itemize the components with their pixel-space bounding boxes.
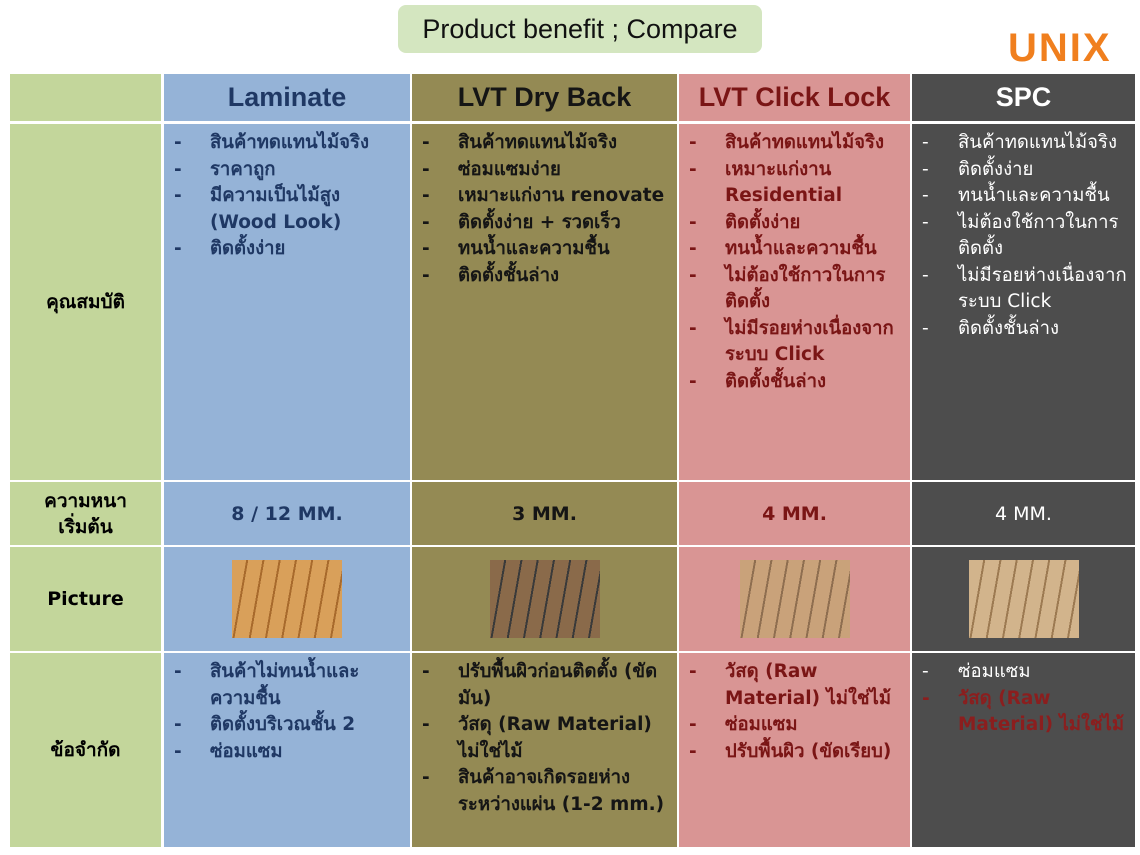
product-picture [489, 560, 600, 638]
bullet-item: ติดตั้งบริเวณชั้น 2 [174, 712, 402, 739]
picture-cell [412, 547, 677, 651]
bullet-list: สินค้าทดแทนไม้จริงเหมาะแก่งาน Residentia… [679, 124, 910, 395]
bullet-item: ทนน้ำและความชื้น [922, 183, 1127, 210]
bullet-item: วัสดุ (Raw Material) ไม่ใช่ไม้ [922, 686, 1127, 739]
thickness-cell: 8 / 12 MM. [164, 482, 410, 545]
row-label: คุณสมบัติ [10, 124, 161, 480]
thickness-cell: 4 MM. [912, 482, 1135, 545]
bullet-item: ติดตั้งง่าย + รวดเร็ว [422, 210, 669, 237]
bullet-item: ซ่อมแซม [922, 659, 1127, 686]
product-picture [968, 560, 1079, 638]
column-header: LVT Click Lock [679, 74, 910, 121]
bullet-item: ทนน้ำและความชื้น [689, 236, 902, 263]
bullet-item: ติดตั้งชั้นล่าง [422, 263, 669, 290]
bullet-item: ติดตั้งง่าย [174, 236, 402, 263]
column-header: LVT Dry Back [412, 74, 677, 121]
list-cell: สินค้าทดแทนไม้จริงราคาถูกมีความเป็นไม้สู… [164, 124, 410, 480]
row-label: ข้อจำกัด [10, 653, 161, 847]
bullet-item: มีความเป็นไม้สูง (Wood Look) [174, 183, 402, 236]
list-cell: ปรับพื้นผิวก่อนติดตั้ง (ขัดมัน)วัสดุ (Ra… [412, 653, 677, 847]
column-header: SPC [912, 74, 1135, 121]
bullet-item: ไม่ต้องใช้กาวในการติดตั้ง [922, 210, 1127, 263]
list-cell: สินค้าไม่ทนน้ำและความชื้นติดตั้งบริเวณชั… [164, 653, 410, 847]
bullet-item: สินค้าทดแทนไม้จริง [922, 130, 1127, 157]
bullet-item: สินค้าไม่ทนน้ำและความชื้น [174, 659, 402, 712]
title: Product benefit ; Compare [398, 5, 762, 53]
product-picture [232, 560, 342, 638]
bullet-item: สินค้าทดแทนไม้จริง [174, 130, 402, 157]
bullet-item: วัสดุ (Raw Material) ไม่ใช่ไม้ [422, 712, 669, 765]
row-label: Picture [10, 547, 161, 651]
bullet-item: ติดตั้งง่าย [922, 157, 1127, 184]
bullet-list: สินค้าทดแทนไม้จริงซ่อมแซมง่ายเหมาะแก่งาน… [412, 124, 677, 289]
bullet-item: ปรับพื้นผิวก่อนติดตั้ง (ขัดมัน) [422, 659, 669, 712]
thickness-cell: 3 MM. [412, 482, 677, 545]
bullet-item: ไม่มีรอยห่างเนื่องจากระบบ Click [689, 316, 902, 369]
list-cell: สินค้าทดแทนไม้จริงซ่อมแซมง่ายเหมาะแก่งาน… [412, 124, 677, 480]
bullet-item: ติดตั้งชั้นล่าง [922, 316, 1127, 343]
bullet-item: ไม่ต้องใช้กาวในการติดตั้ง [689, 263, 902, 316]
logo: UNIX [1008, 26, 1112, 70]
bullet-item: ราคาถูก [174, 157, 402, 184]
bullet-item: ติดตั้งชั้นล่าง [689, 369, 902, 396]
picture-cell [164, 547, 410, 651]
product-picture [739, 560, 850, 638]
bullet-list: วัสดุ (Raw Material) ไม่ใช่ไม้ซ่อมแซมปรั… [679, 653, 910, 765]
bullet-item: เหมาะแก่งาน renovate [422, 183, 669, 210]
list-cell: วัสดุ (Raw Material) ไม่ใช่ไม้ซ่อมแซมปรั… [679, 653, 910, 847]
column-header: Laminate [164, 74, 410, 121]
compare-table: Laminate LVT Dry Back LVT Click Lock SPC คุณ… [10, 74, 1136, 848]
thickness-cell: 4 MM. [679, 482, 910, 545]
list-cell: สินค้าทดแทนไม้จริงเหมาะแก่งาน Residentia… [679, 124, 910, 480]
bullet-list: ซ่อมแซมวัสดุ (Raw Material) ไม่ใช่ไม้ [912, 653, 1135, 739]
bullet-item: ติดตั้งง่าย [689, 210, 902, 237]
bullet-item: วัสดุ (Raw Material) ไม่ใช่ไม้ [689, 659, 902, 712]
bullet-item: ปรับพื้นผิว (ขัดเรียบ) [689, 739, 902, 766]
bullet-item: ไม่มีรอยห่างเนื่องจากระบบ Click [922, 263, 1127, 316]
bullet-item: ทนน้ำและความชื้น [422, 236, 669, 263]
picture-cell [679, 547, 910, 651]
picture-cell [912, 547, 1135, 651]
bullet-item: ซ่อมแซมง่าย [422, 157, 669, 184]
bullet-list: สินค้าไม่ทนน้ำและความชื้นติดตั้งบริเวณชั… [164, 653, 410, 765]
bullet-item: ซ่อมแซม [689, 712, 902, 739]
list-cell: ซ่อมแซมวัสดุ (Raw Material) ไม่ใช่ไม้ [912, 653, 1135, 847]
bullet-item: เหมาะแก่งาน Residential [689, 157, 902, 210]
bullet-list: ปรับพื้นผิวก่อนติดตั้ง (ขัดมัน)วัสดุ (Ra… [412, 653, 677, 818]
bullet-item: สินค้าอาจเกิดรอยห่างระหว่างแผ่น (1-2 mm.… [422, 765, 669, 818]
bullet-item: สินค้าทดแทนไม้จริง [689, 130, 902, 157]
bullet-item: สินค้าทดแทนไม้จริง [422, 130, 669, 157]
list-cell: สินค้าทดแทนไม้จริงติดตั้งง่ายทนน้ำและควา… [912, 124, 1135, 480]
bullet-item: ซ่อมแซม [174, 739, 402, 766]
bullet-list: สินค้าทดแทนไม้จริงราคาถูกมีความเป็นไม้สู… [164, 124, 410, 263]
row-label: ความหนา เริ่มต้น [10, 482, 161, 545]
corner-cell [10, 74, 161, 121]
bullet-list: สินค้าทดแทนไม้จริงติดตั้งง่ายทนน้ำและควา… [912, 124, 1135, 342]
